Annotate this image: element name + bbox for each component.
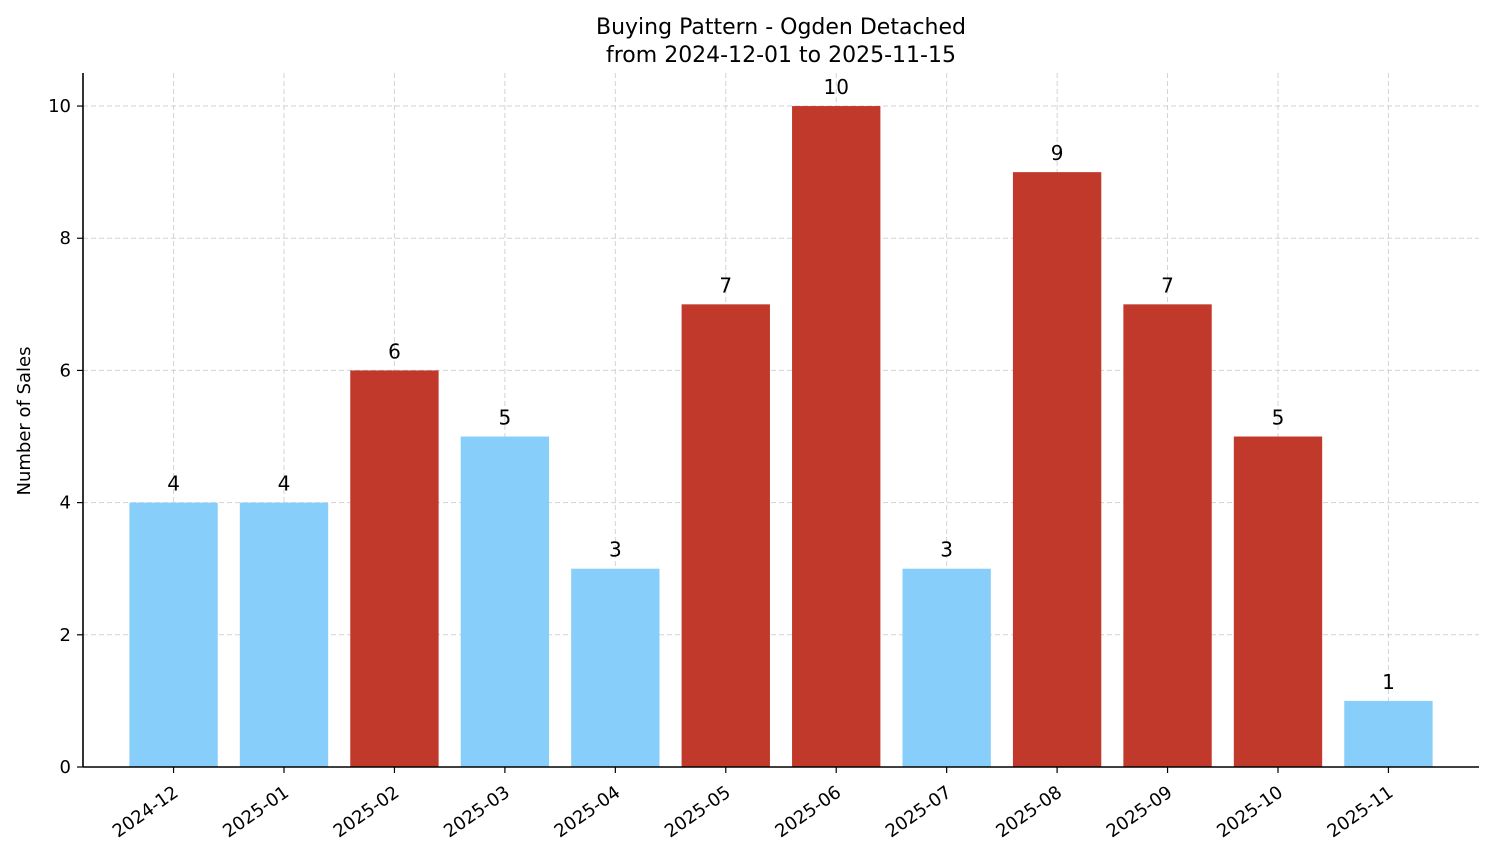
x-tick-label: 2025-03 [440, 782, 514, 842]
bar-value-label: 4 [167, 472, 180, 496]
bar-value-label: 3 [609, 538, 622, 562]
bar-value-label: 7 [1161, 273, 1174, 297]
bar-value-label: 10 [823, 75, 848, 99]
y-tick-label: 6 [60, 360, 71, 381]
x-tick-label: 2025-07 [882, 782, 956, 842]
bar-2025-10 [1233, 436, 1323, 767]
x-tick-label: 2024-12 [109, 782, 183, 842]
x-tick-label: 2025-09 [1103, 782, 1177, 842]
bar-value-label: 3 [940, 538, 953, 562]
x-tick-label: 2025-04 [551, 782, 625, 842]
bar-2025-11 [1344, 700, 1433, 767]
x-tick-label: 2025-01 [219, 782, 293, 842]
y-tick-label: 4 [60, 493, 71, 514]
chart-subtitle: from 2024-12-01 to 2025-11-15 [606, 43, 956, 68]
bar-2025-05 [681, 304, 770, 767]
y-tick-label: 2 [60, 625, 71, 646]
y-tick-label: 0 [60, 757, 71, 778]
y-axis-label: Number of Sales [14, 346, 35, 495]
x-tick-label: 2025-08 [992, 782, 1066, 842]
x-tick-label: 2025-11 [1324, 782, 1398, 842]
axes-layer [82, 73, 1479, 768]
x-tick-label: 2025-06 [771, 782, 845, 842]
y-tick-label: 8 [60, 228, 71, 249]
y-ticks: 0 2 4 6 8 10 [48, 96, 83, 778]
x-tick-label: 2025-05 [661, 782, 735, 842]
bar-value-label: 7 [719, 273, 732, 297]
bar-value-label: 1 [1382, 670, 1395, 694]
x-tick-label: 2025-02 [330, 782, 404, 842]
bar-2025-01 [239, 502, 329, 767]
bar-value-label: 5 [499, 406, 512, 430]
bar-2025-09 [1123, 304, 1212, 767]
x-ticks: 2024-12 2025-01 2025-02 2025-03 2025-04 2025-… [109, 767, 1398, 842]
bar-value-label: 5 [1272, 406, 1285, 430]
bar-2024-12 [129, 502, 218, 767]
bar-2025-03 [460, 436, 550, 767]
bars-layer [129, 106, 1433, 768]
data-labels: 4 4 6 5 3 7 10 3 9 7 5 1 [167, 75, 1395, 694]
bar-2025-08 [1012, 172, 1102, 768]
chart-title: Buying Pattern - Ogden Detached [596, 15, 966, 40]
bar-value-label: 6 [388, 339, 401, 363]
bar-value-label: 4 [278, 472, 291, 496]
bar-2025-07 [902, 568, 991, 767]
x-tick-label: 2025-10 [1213, 782, 1287, 842]
bar-2025-02 [350, 370, 439, 767]
bar-value-label: 9 [1051, 141, 1064, 165]
bar-2025-06 [792, 106, 881, 768]
bar-2025-04 [571, 568, 660, 767]
y-tick-label: 10 [48, 96, 71, 117]
